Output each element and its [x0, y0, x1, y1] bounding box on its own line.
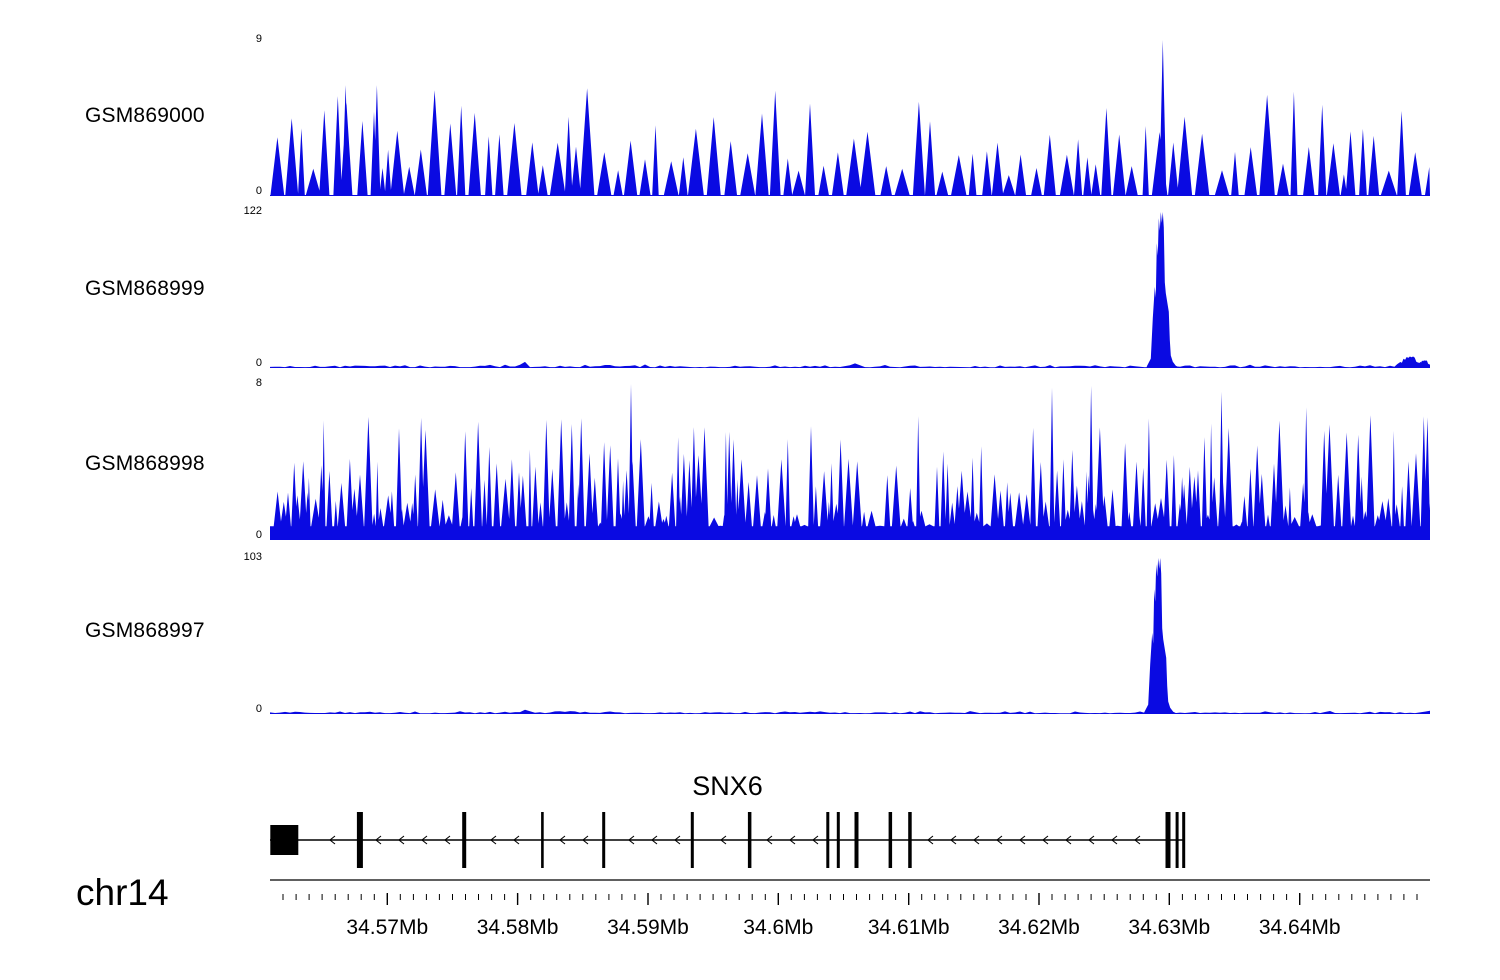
y-axis-zero-label: 0 [255, 185, 262, 197]
exon [270, 825, 299, 855]
minus-strand-arrow-icon [766, 835, 773, 845]
gene-model-track [270, 812, 1186, 868]
exon [1182, 812, 1186, 868]
minus-strand-arrow-icon [927, 835, 934, 845]
minus-strand-arrow-icon [421, 835, 428, 845]
coverage-signal [270, 40, 1430, 196]
axis-tick-label: 34.61Mb [868, 916, 950, 939]
y-axis-zero-label: 0 [255, 357, 262, 369]
coverage-signal [270, 212, 1430, 368]
axis-tick-label: 34.59Mb [607, 916, 689, 939]
minus-strand-arrow-icon [1042, 835, 1049, 845]
axis-tick-label: 34.63Mb [1128, 916, 1210, 939]
exon [602, 812, 606, 868]
minus-strand-arrow-icon [1111, 835, 1118, 845]
exon [356, 812, 363, 868]
coverage-area [270, 558, 1430, 714]
minus-strand-arrow-icon [651, 835, 658, 845]
y-axis-max-label: 122 [243, 205, 262, 217]
minus-strand-arrow-icon [329, 835, 336, 845]
minus-strand-arrow-icon [1134, 835, 1141, 845]
track-label: GSM868997 [85, 619, 205, 642]
minus-strand-arrow-icon [812, 835, 819, 845]
axis-tick-label: 34.64Mb [1259, 916, 1341, 939]
genome-coordinate-axis: 34.57Mb 34.58Mb 34.59Mb 34.6Mb 34.61Mb 34.62M… [270, 879, 1430, 939]
minus-strand-arrow-icon [582, 835, 589, 845]
y-axis-max-label: 8 [255, 377, 262, 389]
y-axis-zero-label: 0 [255, 529, 262, 541]
minus-strand-arrow-icon [375, 835, 382, 845]
minus-strand-arrow-icon [398, 835, 405, 845]
minus-strand-arrow-icon [444, 835, 451, 845]
exon [888, 812, 893, 868]
exon [747, 812, 752, 868]
minus-strand-arrow-icon [1019, 835, 1026, 845]
minus-strand-arrow-icon [1088, 835, 1095, 845]
exon [690, 812, 694, 868]
minus-strand-arrow-icon [559, 835, 566, 845]
axis-tick-label: 34.6Mb [743, 916, 813, 939]
minus-strand-arrow-icon [996, 835, 1003, 845]
track-label: GSM868999 [85, 277, 205, 300]
axis-tick-label: 34.57Mb [346, 916, 428, 939]
minus-strand-arrow-icon [720, 835, 727, 845]
exon [836, 812, 840, 868]
coverage-area [270, 212, 1430, 368]
y-axis-max-label: 9 [255, 33, 262, 45]
coverage-area [270, 40, 1430, 196]
exon [1175, 812, 1179, 868]
axis-tick-label: 34.62Mb [998, 916, 1080, 939]
coverage-area [270, 384, 1430, 540]
minus-strand-arrow-icon [490, 835, 497, 845]
exon [826, 812, 830, 868]
minus-strand-arrow-icon [674, 835, 681, 845]
y-axis-max-label: 103 [243, 551, 262, 563]
exon [854, 812, 859, 868]
minus-strand-arrow-icon [1065, 835, 1072, 845]
y-axis-zero-label: 0 [255, 703, 262, 715]
track-label: GSM868998 [85, 452, 205, 475]
minus-strand-arrow-icon [973, 835, 980, 845]
exon [462, 812, 467, 868]
gene-name-label: SNX6 [692, 771, 763, 801]
exon [908, 812, 912, 868]
minus-strand-arrow-icon [513, 835, 520, 845]
minus-strand-arrow-icon [950, 835, 957, 845]
axis-tick-label: 34.58Mb [477, 916, 559, 939]
minus-strand-arrow-icon [628, 835, 635, 845]
chromosome-label: chr14 [76, 872, 169, 913]
exon [1165, 812, 1171, 868]
coverage-signal [270, 558, 1430, 714]
exon [541, 812, 544, 868]
coverage-signal [270, 384, 1430, 540]
minus-strand-arrow-icon [789, 835, 796, 845]
track-label: GSM869000 [85, 104, 205, 127]
